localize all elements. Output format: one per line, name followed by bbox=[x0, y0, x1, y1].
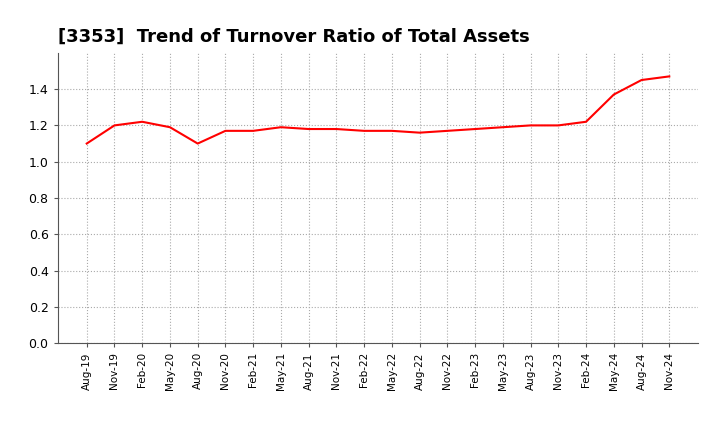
Text: [3353]  Trend of Turnover Ratio of Total Assets: [3353] Trend of Turnover Ratio of Total … bbox=[58, 28, 529, 46]
